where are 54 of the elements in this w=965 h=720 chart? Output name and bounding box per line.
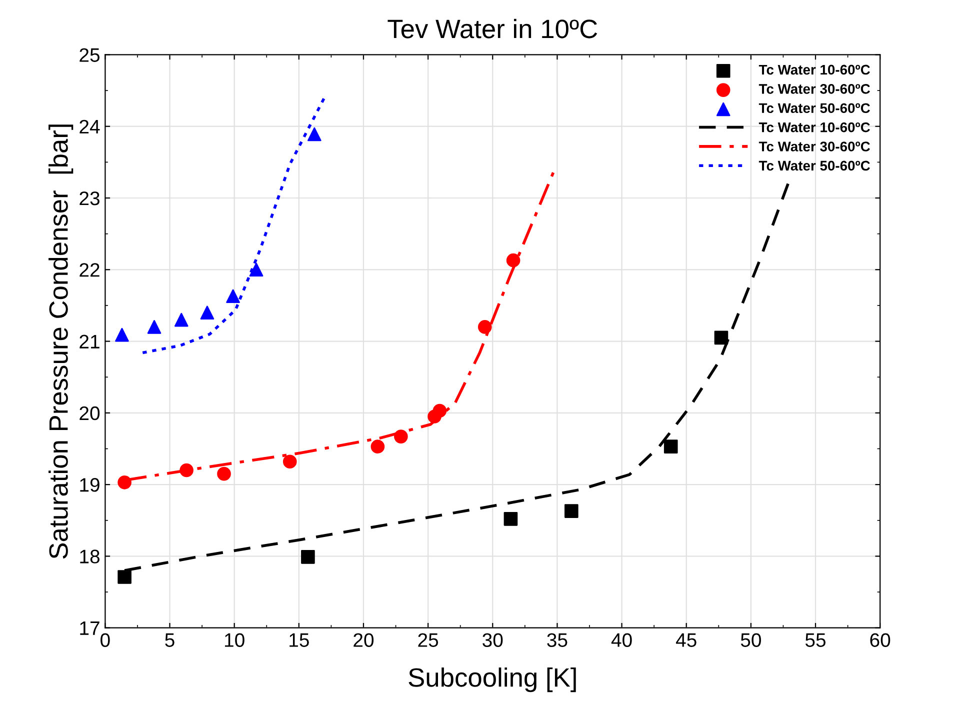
- y-tick-label: 17: [80, 622, 100, 635]
- x-axis-title: Subcooling [K]: [408, 667, 576, 692]
- legend-label: Tc Water 50-60ºC: [758, 160, 870, 171]
- y-tick-label: 20: [80, 406, 100, 420]
- legend-label: Tc Water 30-60ºC: [758, 84, 870, 94]
- line-series: [141, 96, 326, 354]
- x-tick-label: 15: [290, 633, 309, 647]
- y-tick-label: 19: [80, 478, 100, 492]
- y-tick-label: 18: [80, 550, 100, 564]
- point: [432, 404, 447, 418]
- y-tick-label: 22: [80, 263, 100, 277]
- point: [370, 440, 385, 454]
- point: [174, 312, 188, 327]
- point: [118, 476, 132, 490]
- x-tick-label: 60: [870, 633, 890, 647]
- y-tick-label: 24: [80, 120, 100, 134]
- x-tick-label: 30: [482, 633, 503, 647]
- x-tick-label: 20: [354, 633, 374, 647]
- x-tick-label: 35: [547, 633, 568, 647]
- point: [714, 330, 728, 345]
- y-tick-label: 25: [80, 48, 100, 62]
- point: [506, 253, 520, 268]
- point: [308, 127, 322, 142]
- point: [504, 512, 518, 526]
- point: [564, 504, 578, 518]
- legend-label: Tc Water 50-60ºC: [758, 103, 870, 114]
- point: [115, 328, 129, 342]
- y-tick-label: 23: [80, 191, 100, 206]
- legend-label: Tc Water 10-60ºC: [758, 64, 870, 75]
- point: [394, 430, 408, 444]
- point: [217, 466, 231, 481]
- x-tick-label: 55: [805, 633, 826, 647]
- x-tick-label: 25: [418, 633, 438, 647]
- point: [282, 454, 297, 469]
- x-tick-label: 5: [165, 633, 174, 647]
- point: [249, 262, 264, 277]
- point: [478, 320, 492, 334]
- point: [301, 550, 315, 564]
- chart-title: Tev Water in 10ºC: [388, 18, 598, 38]
- x-tick-label: 40: [611, 633, 632, 647]
- x-tick-label: 10: [225, 633, 244, 647]
- legend-label: Tc Water 10-60ºC: [758, 122, 870, 132]
- point: [118, 570, 132, 584]
- point: [664, 440, 678, 454]
- y-axis-title: Saturation Pressure Condenser [bar]: [48, 124, 74, 559]
- x-tick-label: 0: [100, 633, 110, 647]
- point: [147, 320, 162, 334]
- point: [226, 289, 240, 304]
- x-tick-label: 50: [740, 633, 761, 647]
- point: [200, 306, 214, 320]
- legend-label: Tc Water 30-60ºC: [758, 142, 870, 152]
- x-tick-label: 45: [676, 633, 696, 647]
- point: [180, 463, 194, 478]
- y-tick-label: 21: [80, 334, 100, 348]
